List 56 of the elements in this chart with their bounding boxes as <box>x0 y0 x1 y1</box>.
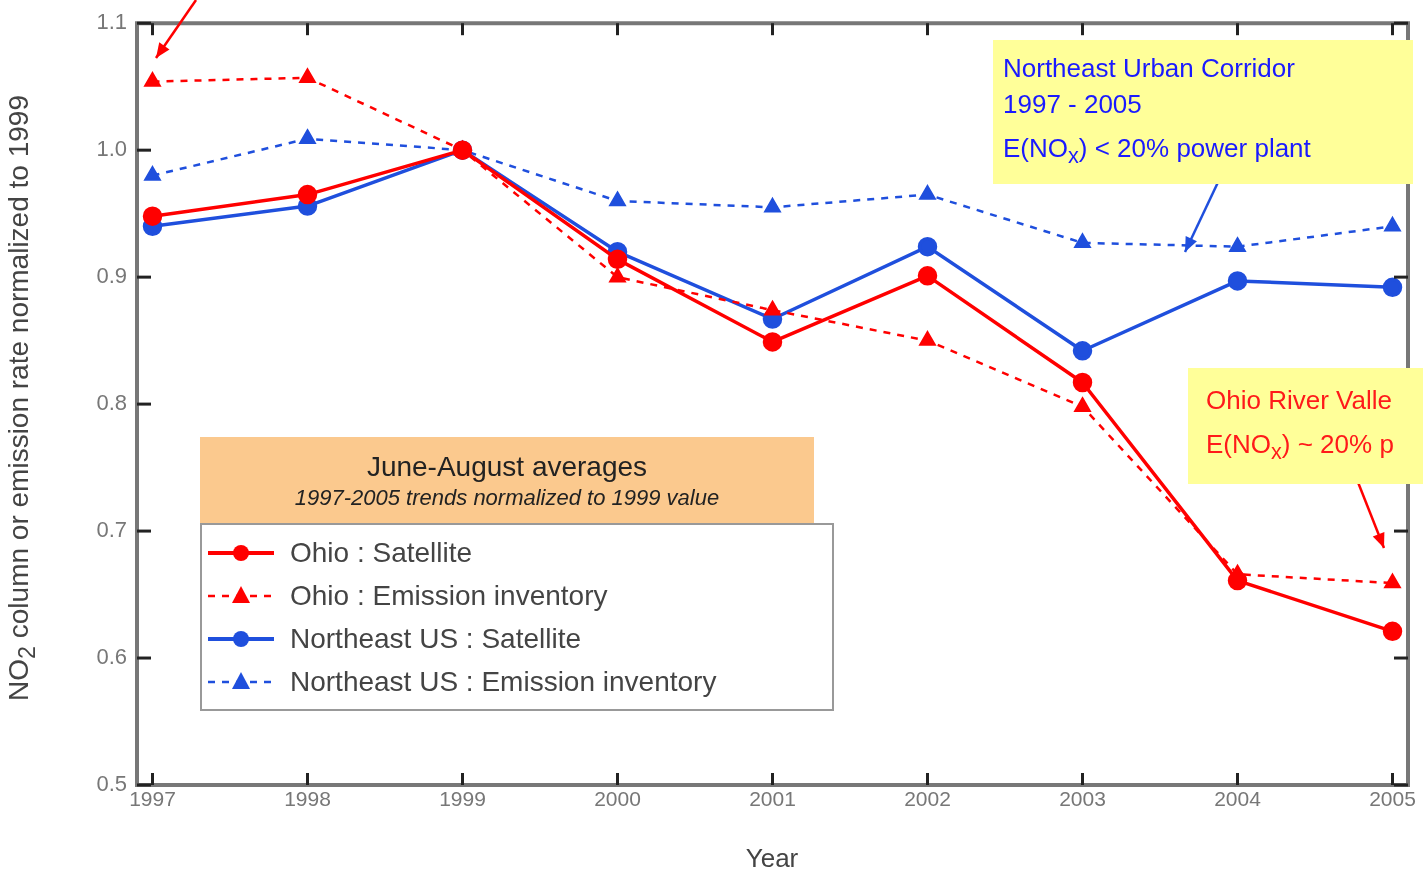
legend-label: Ohio : Emission inventory <box>290 579 608 612</box>
y-tick-label: 1.1 <box>96 9 127 35</box>
heading-box: June-August averages 1997-2005 trends normalized to 1999 value <box>200 437 814 523</box>
point <box>609 191 626 207</box>
point <box>1072 341 1093 361</box>
point <box>1384 217 1401 232</box>
y-tick-label: 0.7 <box>96 517 127 543</box>
y-tick-label: 0.9 <box>96 263 127 289</box>
y-tick-label: 0.8 <box>96 390 127 416</box>
x-tick-label: 2002 <box>904 787 951 811</box>
point <box>297 184 318 205</box>
point <box>1229 237 1246 252</box>
point <box>1382 277 1403 298</box>
point <box>762 332 783 352</box>
x-tick-label: 2001 <box>749 787 796 811</box>
point <box>917 236 938 257</box>
point <box>1074 233 1091 249</box>
point <box>142 206 163 226</box>
point <box>144 72 161 87</box>
legend-label: Ohio : Satellite <box>290 536 473 569</box>
annotation: E(NO$_{x}$) < 20% power plant <box>1003 132 1312 171</box>
annotation: Northeast Urban Corridor <box>1003 52 1296 85</box>
point <box>607 249 628 270</box>
point <box>919 185 936 200</box>
callout-box: Northeast Urban Corridor 1997 - 2005 E(NO$_{x}$) < 20% power plant <box>993 40 1413 185</box>
x-tick-label: 1999 <box>439 787 486 811</box>
y-tick-label: 0.5 <box>96 771 127 797</box>
y-tick-label: 0.6 <box>96 644 127 670</box>
legend-label: Northeast US : Emission inventory <box>290 665 717 698</box>
x-tick-label: 1997 <box>129 787 176 811</box>
x-tick-label: 1998 <box>284 787 331 811</box>
point <box>764 198 781 213</box>
legend-title: June-August averages <box>365 451 649 483</box>
point <box>917 266 938 286</box>
annotation: Ohio River Valle <box>1206 384 1393 417</box>
point <box>299 68 316 84</box>
point <box>1382 621 1403 642</box>
point <box>764 300 781 316</box>
x-tick-label: 2005 <box>1369 787 1416 811</box>
point <box>1072 372 1093 393</box>
x-tick-label: 2003 <box>1059 787 1106 811</box>
annotation: 1997 - 2005 <box>1003 88 1143 121</box>
point <box>609 267 626 283</box>
callout-box: Ohio River Valle E(NO$_{x}$) ~ 20% p <box>1188 368 1423 485</box>
point <box>1227 570 1248 591</box>
point <box>299 129 316 144</box>
point <box>1074 397 1091 412</box>
point <box>919 331 936 346</box>
point <box>144 166 161 181</box>
y-tick-label: 1.0 <box>96 136 127 162</box>
annotation: E(NO$_{x}$) ~ 20% p <box>1206 428 1395 467</box>
x-tick-label: 2000 <box>594 787 641 811</box>
x-axis-title: Year <box>745 842 799 873</box>
legend-label: Northeast US : Satellite <box>290 622 582 655</box>
x-tick-label: 2004 <box>1214 787 1262 811</box>
point <box>1227 271 1248 291</box>
